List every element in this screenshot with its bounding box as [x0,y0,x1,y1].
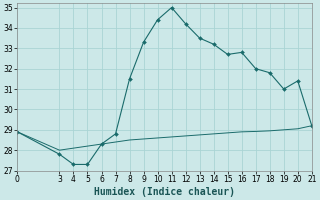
X-axis label: Humidex (Indice chaleur): Humidex (Indice chaleur) [94,186,235,197]
